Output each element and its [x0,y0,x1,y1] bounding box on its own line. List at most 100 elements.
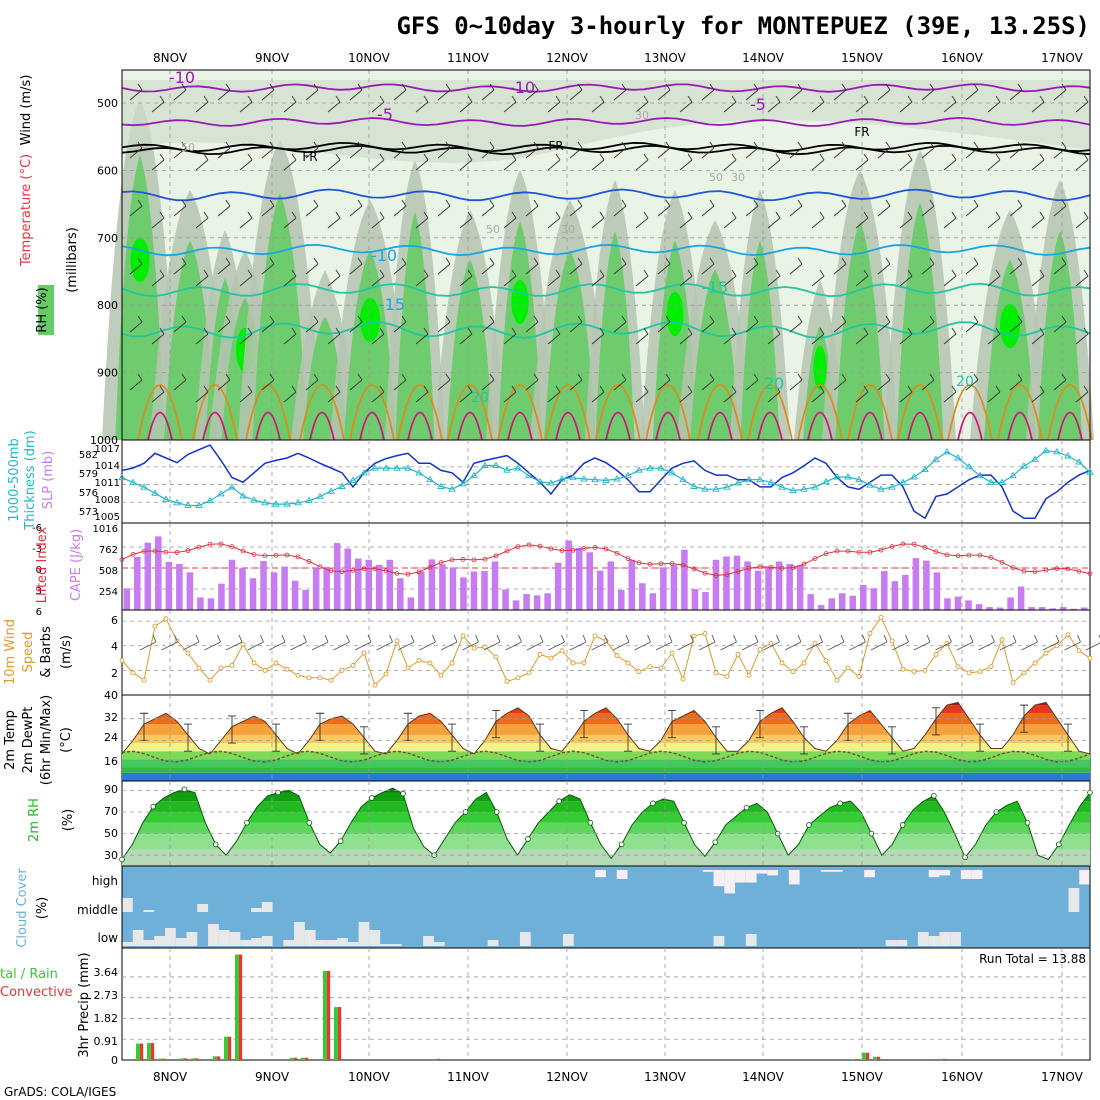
tick-label: 573 [79,507,98,518]
wind-barb [503,153,517,171]
temp-contour [121,282,1091,298]
wind-barb [261,257,275,275]
wind-barb [415,95,429,113]
cloud-low-bar [261,936,273,946]
li-marker [273,552,279,558]
wind-barb [943,269,957,287]
wind-barb [877,199,891,217]
thickness-marker [635,466,643,473]
tick-label: high [92,874,118,888]
cloud-high-bar [971,870,983,879]
tick-label: 1011 [95,478,120,489]
hot-contour [202,411,228,441]
cape-bar [828,598,835,610]
cape-bar [975,604,983,610]
wind-speed-marker [361,650,367,656]
hot-contour [309,411,335,441]
li-marker [449,557,455,563]
cape-bar [733,555,741,610]
tick-label: low [98,931,119,945]
cloud-low-bar [745,934,757,946]
wind-speed-marker [449,660,455,666]
temp-band [122,705,1090,714]
wind-barb [239,269,253,287]
cloud-low-bar [487,940,499,946]
wind-barb [371,385,385,403]
cape-bar [744,561,751,610]
wind-barb-10m [290,634,307,651]
wind-speed-marker [691,633,697,639]
rh2m-marker [899,822,906,828]
wind-barb [305,83,319,101]
wind-speed-marker [735,651,741,657]
cape-bar [754,570,762,610]
wind-barb [987,211,1001,229]
thickness-marker [503,466,511,473]
thickness-marker [800,485,808,492]
wind-speed-marker [878,615,884,620]
wind-barb-10m [161,634,178,651]
contour-label: 50 [181,141,195,154]
tick-label: 6 [36,607,42,618]
wind-speed-marker [218,665,224,671]
li-marker [493,553,499,559]
li-marker [1021,568,1027,574]
li-marker [911,541,917,547]
contour-label: -5 [750,95,766,114]
rh2m-marker [712,839,719,846]
thickness-marker [965,462,973,470]
wind-barb-10m [935,634,952,651]
li-marker [328,568,334,574]
li-marker [141,548,147,554]
cape-bar [786,563,793,610]
cloud-high-bar [960,870,972,879]
wind-barb [283,211,297,229]
cloud-low-bar [122,942,133,946]
cloud-high-bar [724,870,736,894]
wind-speed-marker [977,669,983,675]
wind-speed-marker [196,665,202,671]
li-marker [669,561,675,566]
wind-barb [745,83,759,101]
wind-speed-marker [251,660,257,666]
warm-contour [397,384,443,441]
li-marker [460,556,466,562]
cloud-high-bar [756,870,768,874]
temp-band [122,772,1090,781]
cape-bar [344,548,351,610]
li-line [121,543,1091,576]
cape-bar [249,578,257,610]
thickness-marker [184,501,192,508]
thickness-marker [261,498,269,506]
cape-bar [607,561,615,610]
li-marker [295,554,301,560]
minmax-bar [976,723,984,752]
wind-barb [1009,141,1023,159]
wind-speed-marker [559,648,565,654]
thickness-marker [679,475,687,483]
thickness-marker [393,464,401,471]
cape-bar [428,559,436,610]
wind-barb [129,315,143,333]
cloud-low-bar [713,936,725,946]
wind-barb-10m [333,634,350,651]
contour-label: 30 [635,109,649,122]
cloud-high-bar [595,870,606,878]
wind-barb [525,199,539,217]
cape-bar [1038,607,1046,610]
wind-barb-10m [440,634,458,651]
wind-speed-marker [328,677,334,683]
li-marker [119,557,125,562]
wind-barb [569,257,583,275]
thickness-marker [118,473,126,481]
rh2m-marker [181,786,188,793]
wind-barb [437,83,451,101]
hot-contour [655,411,681,441]
thickness-marker [1075,458,1083,465]
wind-barb [833,257,847,275]
cape-bar [702,592,709,610]
tick-label: 582 [79,450,98,461]
wind-speed-marker [548,655,554,661]
rh-bright-core [813,346,827,390]
cape-bar [376,564,383,610]
